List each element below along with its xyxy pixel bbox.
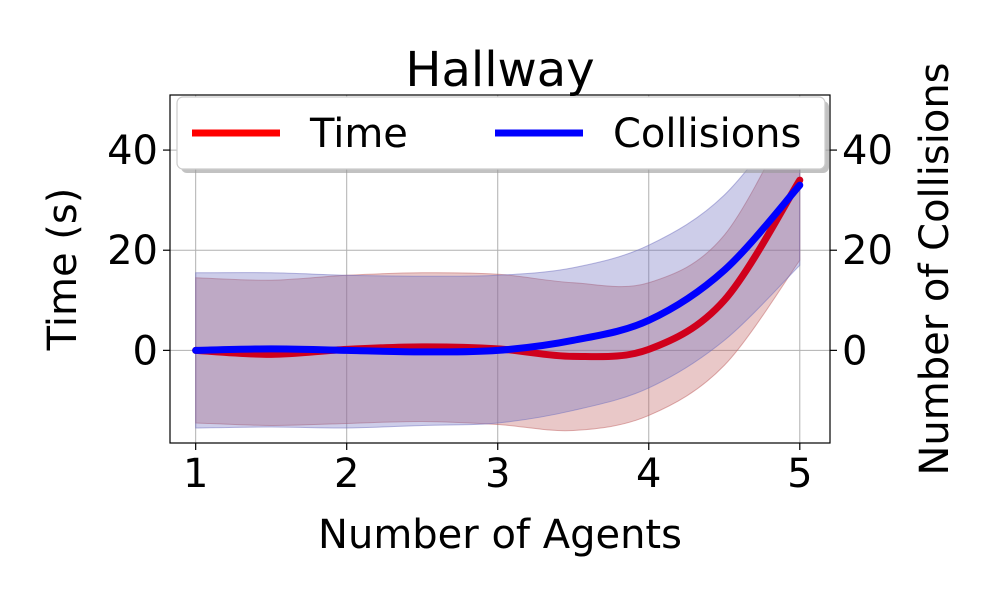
y2-tick-label-0: 0 bbox=[842, 328, 867, 374]
chart-title: Hallway bbox=[405, 42, 594, 98]
y-tick-label-1: 20 bbox=[107, 228, 158, 274]
y2-tick-label-1: 20 bbox=[842, 228, 893, 274]
x-axis-label: Number of Agents bbox=[318, 512, 682, 558]
line-collisions bbox=[192, 181, 804, 356]
legend-label-collisions: Collisions bbox=[613, 111, 801, 157]
y2-tick-label-2: 40 bbox=[842, 128, 893, 174]
x-tick-label-2: 3 bbox=[485, 451, 510, 497]
tick-layer: 1 2 3 4 5 0 20 40 0 20 40 bbox=[107, 128, 893, 497]
legend: Time Collisions bbox=[176, 96, 829, 173]
legend-label-time: Time bbox=[309, 111, 408, 157]
x-tick-label-3: 4 bbox=[636, 451, 661, 497]
y-axis-label: Time (s) bbox=[40, 188, 86, 352]
line-layer bbox=[192, 176, 804, 361]
x-tick-label-1: 2 bbox=[334, 451, 359, 497]
plot-frame bbox=[169, 94, 831, 444]
y-tick-label-2: 40 bbox=[107, 128, 158, 174]
x-tick-label-4: 5 bbox=[787, 451, 812, 497]
x-tick-label-0: 1 bbox=[183, 451, 208, 497]
y2-axis-label: Number of Collisions bbox=[912, 62, 958, 475]
y-tick-label-0: 0 bbox=[133, 328, 158, 374]
